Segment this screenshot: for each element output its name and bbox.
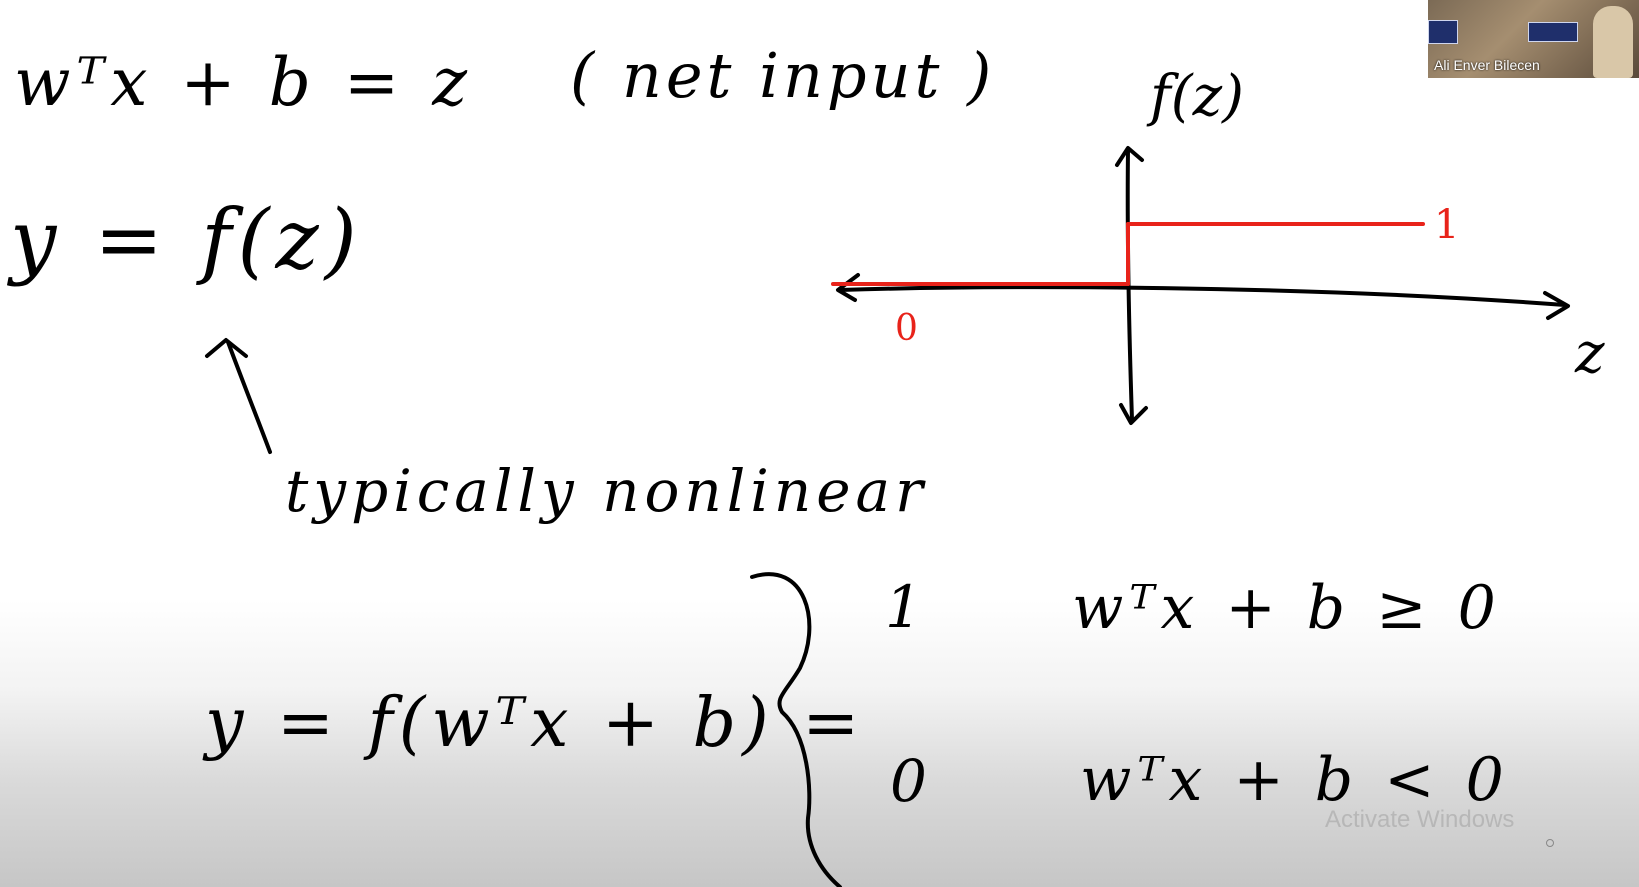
net-input-equation: wᵀx + b = z bbox=[14, 44, 473, 121]
case1-value: 1 bbox=[885, 573, 922, 641]
webcam-banner-left bbox=[1428, 20, 1458, 44]
webcam-presenter bbox=[1593, 6, 1633, 78]
step-high-label: 1 bbox=[1434, 202, 1459, 248]
step-low-label: 0 bbox=[895, 308, 918, 349]
y-axis-label: f(z) bbox=[1146, 64, 1244, 129]
case2-value: 0 bbox=[890, 747, 927, 815]
webcam-thumbnail[interactable]: Ali Enver Bilecen bbox=[1428, 0, 1639, 78]
activation-equation: y = f(z) bbox=[10, 193, 363, 288]
case2-condition: wᵀx + b < 0 bbox=[1080, 745, 1510, 815]
webcam-participant-name: Ali Enver Bilecen bbox=[1434, 57, 1540, 73]
webcam-banner-right bbox=[1528, 22, 1578, 42]
net-input-note: ( net input ) bbox=[570, 39, 996, 112]
y-axis-down-arrowhead bbox=[1119, 403, 1148, 425]
x-axis bbox=[838, 285, 1567, 307]
x-axis-label: z bbox=[1574, 321, 1605, 386]
y-axis-up-arrowhead bbox=[1115, 146, 1144, 167]
x-axis-left-arrowhead bbox=[836, 273, 860, 302]
nonlinear-annotation: typically nonlinear bbox=[285, 457, 928, 525]
activate-windows-watermark: Activate Windows bbox=[1325, 806, 1515, 833]
x-axis-right-arrowhead bbox=[1543, 291, 1570, 320]
case1-condition: wᵀx + b ≥ 0 bbox=[1072, 573, 1502, 643]
cursor-dot-icon bbox=[1546, 839, 1554, 847]
piecewise-lhs: y = f(wᵀx + b) = bbox=[205, 684, 866, 763]
